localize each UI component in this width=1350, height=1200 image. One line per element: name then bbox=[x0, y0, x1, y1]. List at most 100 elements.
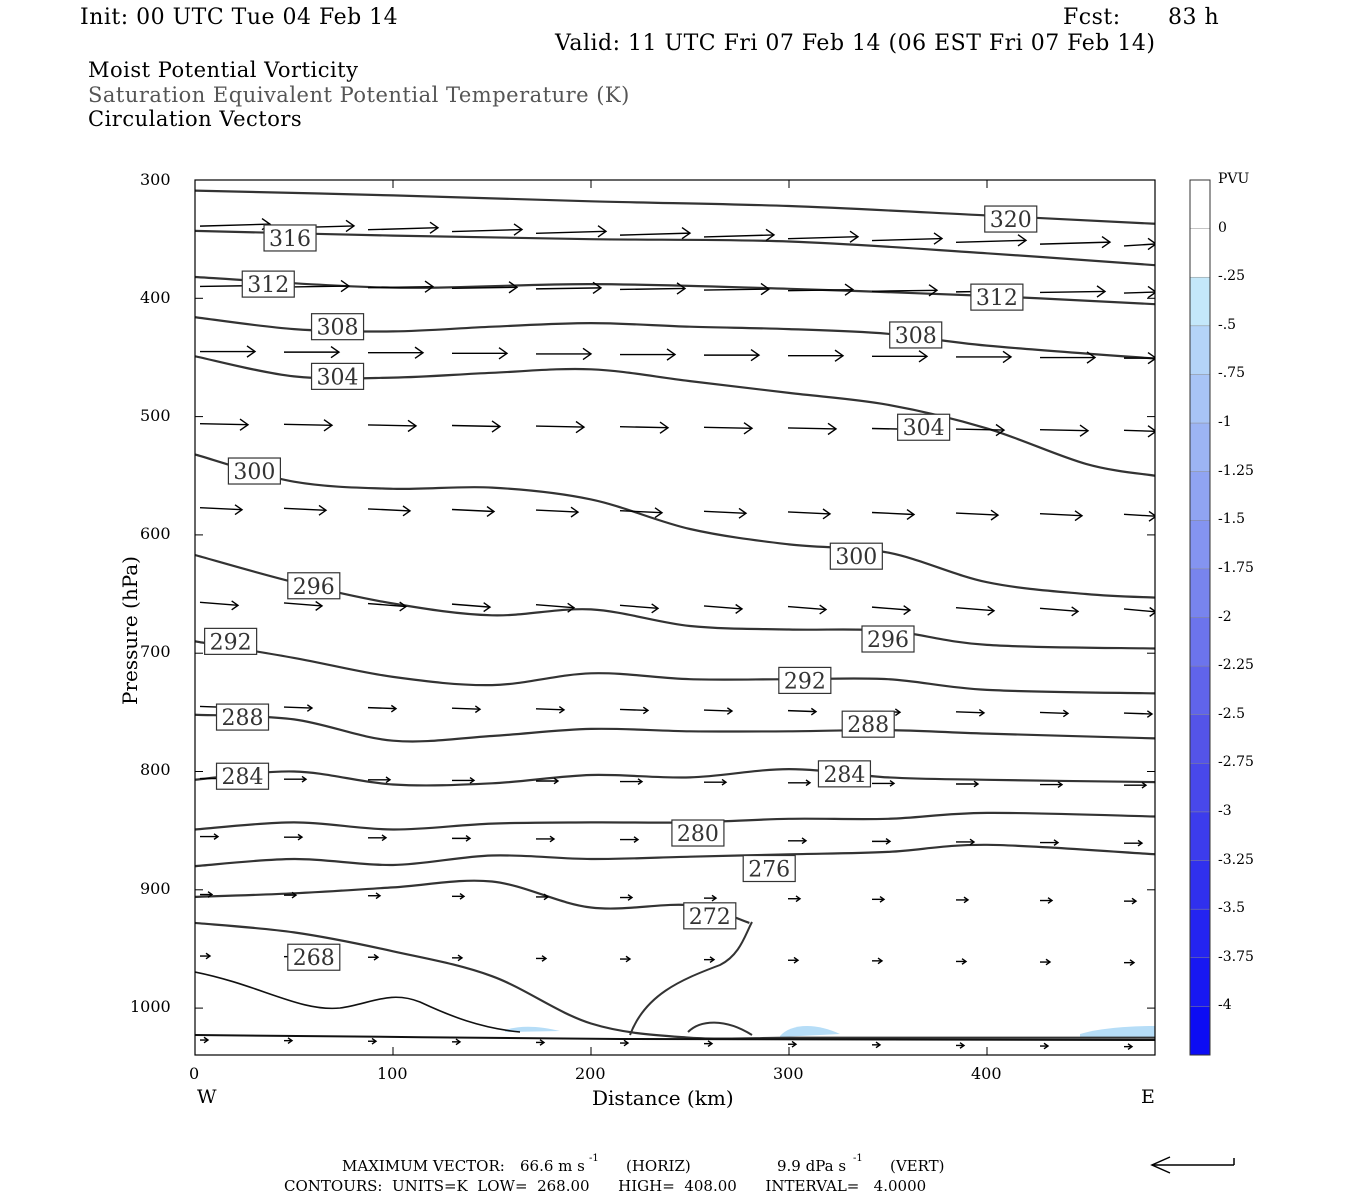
vector-arrowhead bbox=[875, 1041, 882, 1049]
vector-arrow bbox=[619, 509, 663, 514]
vector-arrow bbox=[451, 603, 491, 608]
horiz-tag: (HORIZ) bbox=[626, 1157, 691, 1175]
contour-label-box bbox=[287, 572, 341, 600]
contour-label-box bbox=[310, 362, 365, 390]
vector-arrowhead bbox=[1053, 839, 1060, 846]
vector-arrowhead bbox=[1129, 959, 1136, 967]
vector-arrowhead bbox=[928, 284, 939, 297]
max-vector-horiz: 66.6 m s bbox=[520, 1157, 585, 1175]
vector-arrowhead bbox=[877, 957, 884, 965]
vector-arrow bbox=[535, 604, 575, 609]
contour-label-box bbox=[241, 270, 295, 298]
ground-line bbox=[195, 1034, 1155, 1041]
vector-arrow bbox=[955, 239, 1027, 244]
colorbar-segment bbox=[1190, 860, 1210, 910]
colorbar-label: -1 bbox=[1218, 414, 1232, 431]
vector-arrowhead bbox=[885, 837, 892, 845]
vector-arrowhead bbox=[399, 601, 408, 612]
vector-arrowhead bbox=[474, 705, 482, 714]
vector-arrow bbox=[787, 236, 859, 240]
vector-arrow bbox=[535, 287, 602, 290]
contour-label: 272 bbox=[689, 905, 731, 930]
contour-label-box bbox=[970, 283, 1024, 311]
vector-arrowhead bbox=[340, 279, 351, 293]
vector-arrowhead bbox=[765, 228, 776, 242]
vector-arrowhead bbox=[205, 952, 212, 960]
vector-arrowhead bbox=[575, 420, 586, 434]
vector-arrowhead bbox=[849, 230, 860, 243]
contour-line-280 bbox=[195, 811, 1155, 831]
pv-blob bbox=[1080, 1026, 1155, 1037]
vector-arrowhead bbox=[1141, 781, 1148, 789]
vector-arrowhead bbox=[623, 1039, 630, 1047]
vector-arrowhead bbox=[508, 281, 519, 294]
vector-arrowhead bbox=[918, 350, 929, 363]
vector-arrowhead bbox=[726, 707, 734, 715]
vector-arrowhead bbox=[1146, 710, 1154, 718]
y-tick-label: 1000 bbox=[130, 997, 171, 1016]
vector-arrowhead bbox=[1045, 958, 1052, 966]
vector-arrowhead bbox=[491, 420, 502, 433]
colorbar-segment bbox=[1190, 423, 1210, 472]
vector-arrowhead bbox=[933, 232, 944, 245]
vector-arrowhead bbox=[735, 603, 744, 614]
x-tick-label: 100 bbox=[377, 1064, 408, 1083]
vector-arrowhead bbox=[1147, 285, 1155, 299]
circulation-vectors bbox=[199, 217, 1155, 1051]
vector-arrow bbox=[451, 508, 495, 513]
vector-arrowhead bbox=[903, 605, 912, 616]
colorbar-segment bbox=[1190, 471, 1210, 521]
contour-label: 280 bbox=[677, 822, 719, 847]
vector-arrowhead bbox=[738, 507, 748, 519]
vector-arrow bbox=[871, 237, 943, 242]
vector-arrow bbox=[787, 427, 837, 430]
axis-ticks bbox=[194, 179, 1155, 1055]
vector-arrowhead bbox=[549, 835, 556, 843]
vector-arrow bbox=[955, 607, 995, 612]
vector-arrow bbox=[1123, 608, 1155, 613]
max-vector-vert: 9.9 dPa s bbox=[777, 1157, 847, 1175]
vector-arrowhead bbox=[315, 600, 324, 611]
colorbar-segment bbox=[1190, 957, 1210, 1007]
colorbar-segment bbox=[1190, 909, 1210, 958]
colorbar-label: -1.5 bbox=[1218, 511, 1245, 528]
colorbar-segment bbox=[1190, 325, 1210, 375]
colorbar bbox=[1189, 179, 1211, 1056]
colorbar-label: -1.75 bbox=[1218, 559, 1254, 576]
colorbar-label: -.5 bbox=[1218, 316, 1237, 333]
colorbar-label: -2 bbox=[1218, 608, 1232, 625]
vector-arrowhead bbox=[385, 776, 392, 784]
vector-arrowhead bbox=[711, 894, 718, 902]
vector-arrowhead bbox=[791, 1040, 798, 1048]
vector-arrowhead bbox=[1101, 235, 1112, 249]
colorbar-segment bbox=[1190, 180, 1210, 229]
colorbar-label: -3.75 bbox=[1218, 948, 1254, 965]
y-tick-label: 800 bbox=[140, 760, 171, 779]
vector-arrowhead bbox=[819, 604, 828, 615]
contour-label: 300 bbox=[835, 545, 877, 570]
vector-arrowhead bbox=[978, 708, 986, 717]
contour-label-box bbox=[897, 413, 951, 441]
vector-arrowhead bbox=[963, 896, 970, 904]
vector-arrowhead bbox=[1137, 839, 1144, 847]
vector-arrow bbox=[199, 422, 249, 426]
vector-arrowhead bbox=[1057, 781, 1064, 788]
contour-label: 292 bbox=[784, 669, 826, 694]
vector-arrowhead bbox=[1079, 424, 1090, 437]
vector-arrowhead bbox=[246, 345, 257, 358]
vector-arrowhead bbox=[637, 778, 644, 785]
colorbar-segment bbox=[1190, 520, 1210, 569]
vector-arrow bbox=[1039, 428, 1089, 432]
vector-arrowhead bbox=[402, 505, 412, 517]
vector-arrow bbox=[619, 425, 669, 429]
colorbar-segment bbox=[1190, 568, 1210, 618]
colorbar-segment bbox=[1190, 763, 1210, 812]
vector-arrowhead bbox=[834, 349, 845, 362]
colorbar-label: 0 bbox=[1218, 219, 1227, 236]
vector-arrowhead bbox=[239, 418, 250, 431]
vector-arrow bbox=[451, 228, 523, 233]
vector-arrowhead bbox=[906, 509, 916, 520]
contour-label: 284 bbox=[222, 765, 264, 790]
surface-contour bbox=[195, 971, 521, 1033]
colorbar-label: -.75 bbox=[1218, 365, 1245, 382]
